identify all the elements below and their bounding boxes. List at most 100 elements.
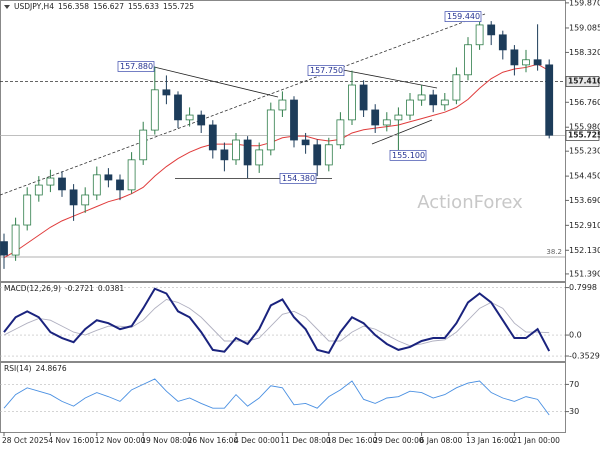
indicator-line xyxy=(3,298,550,347)
menu-icon xyxy=(4,5,10,9)
candle-body xyxy=(522,59,530,66)
x-tick-label: 4 Nov 16:00 xyxy=(48,436,94,445)
ohlc-value: 156.627 xyxy=(93,2,124,11)
rsi-panel xyxy=(0,362,566,433)
candle-body xyxy=(11,224,20,256)
ohlc-value: 155.633 xyxy=(128,2,159,11)
candle-body xyxy=(533,59,542,66)
annotation-box xyxy=(307,65,345,76)
candle-body xyxy=(510,49,519,66)
candle-body xyxy=(81,194,90,206)
x-tick-label: 4 Dec 00:00 xyxy=(234,436,280,445)
candle-body xyxy=(452,74,461,101)
indicator-title: MACD(12,26,9) -0.2721 0.0381 xyxy=(4,284,124,293)
indicator-line xyxy=(3,378,550,416)
level-box xyxy=(565,76,600,87)
candle-body xyxy=(371,109,380,126)
annotation-label: 155.100 xyxy=(392,151,425,160)
indicator-value: 0.0381 xyxy=(98,284,124,293)
trend-line xyxy=(371,119,433,145)
candle-body xyxy=(127,159,136,191)
candle-body xyxy=(197,114,206,126)
candle-body xyxy=(382,119,391,126)
y-tick-label: 0.7998 xyxy=(569,283,597,292)
annotation-label: 157.880 xyxy=(120,62,153,71)
candle-body xyxy=(313,144,322,166)
x-tick-label: 18 Dec 16:00 xyxy=(327,436,378,445)
candle-body xyxy=(324,144,333,166)
y-tick-label: -0.3529 xyxy=(569,352,600,361)
y-tick-label: 152.910 xyxy=(569,221,600,230)
candle-body xyxy=(290,99,298,141)
candle-body xyxy=(162,89,171,96)
indicator-title: RSI(14) 24.8676 xyxy=(4,364,67,373)
candle-body xyxy=(34,184,43,196)
candle-body xyxy=(266,109,275,151)
candle-body xyxy=(104,174,113,181)
candle-body xyxy=(406,99,414,116)
annotation-box xyxy=(117,61,155,72)
annotation-label: 154.380 xyxy=(282,174,315,183)
y-tick-label: 151.390 xyxy=(569,269,600,278)
x-tick-label: 21 Jan 00:00 xyxy=(512,436,560,445)
candle-body xyxy=(150,89,159,131)
x-tick-label: 19 Nov 08:00 xyxy=(141,436,192,445)
y-tick-label: 30 xyxy=(569,407,579,416)
candle-body xyxy=(498,34,507,51)
candle-body xyxy=(92,174,101,196)
y-tick-label: 70 xyxy=(569,380,579,389)
ohlc-value: 156.358 xyxy=(58,2,89,11)
fib-label: 38.2 xyxy=(546,248,562,256)
level-label: 155.725 xyxy=(568,130,600,139)
candle-body xyxy=(359,84,368,111)
candle-body xyxy=(185,114,194,121)
x-tick-label: 13 Jan 16:00 xyxy=(466,436,514,445)
candle-body xyxy=(429,94,438,106)
indicator-name: MACD(12,26,9) xyxy=(4,284,61,293)
annotation-label: 157.750 xyxy=(310,66,343,75)
indicator-value: -0.2721 xyxy=(65,284,94,293)
candle-body xyxy=(139,129,148,161)
level-box xyxy=(565,130,600,141)
ohlc-value: 155.725 xyxy=(163,2,194,11)
candle-body xyxy=(46,177,55,186)
candle-body xyxy=(464,44,472,76)
candle-body xyxy=(487,24,496,36)
annotation-box xyxy=(444,11,482,22)
candle-body xyxy=(220,149,229,161)
candle-body xyxy=(417,94,426,101)
y-tick-label: 156.760 xyxy=(569,98,600,107)
annotation-box xyxy=(279,173,317,184)
annotation-label: 159.440 xyxy=(447,12,480,21)
moving-average xyxy=(3,63,550,259)
x-tick-label: 29 Dec 00:00 xyxy=(373,436,424,445)
y-tick-label: 154.450 xyxy=(569,172,600,181)
candle-body xyxy=(116,179,124,191)
chart-title: USDJPY,H4 156.358 156.627 155.633 155.725 xyxy=(14,2,194,11)
x-tick-label: 6 Jan 08:00 xyxy=(420,436,463,445)
macd-panel xyxy=(0,282,566,362)
y-tick-label: 153.690 xyxy=(569,196,600,205)
trend-line xyxy=(342,69,438,89)
candle-body xyxy=(475,24,484,46)
candle-body xyxy=(243,139,252,166)
candle-body xyxy=(208,124,217,151)
indicator-line xyxy=(3,287,551,355)
y-tick-label: 0.0 xyxy=(569,331,582,340)
level-label: 157.410 xyxy=(568,77,600,86)
y-tick-label: 159.085 xyxy=(569,23,600,32)
x-tick-label: 11 Dec 08:00 xyxy=(280,436,331,445)
candle-body xyxy=(336,119,345,146)
candle-body xyxy=(23,194,32,226)
candle-body xyxy=(278,99,287,111)
candle-body xyxy=(394,114,403,121)
candle-body xyxy=(348,84,356,121)
y-tick-label: 159.870 xyxy=(569,0,600,7)
candle-body xyxy=(440,99,449,106)
candle-body xyxy=(0,241,8,256)
candle-body xyxy=(232,139,240,161)
candle-body xyxy=(545,64,554,136)
title-text: USDJPY,H4 xyxy=(14,2,54,11)
candle-body xyxy=(174,94,182,121)
